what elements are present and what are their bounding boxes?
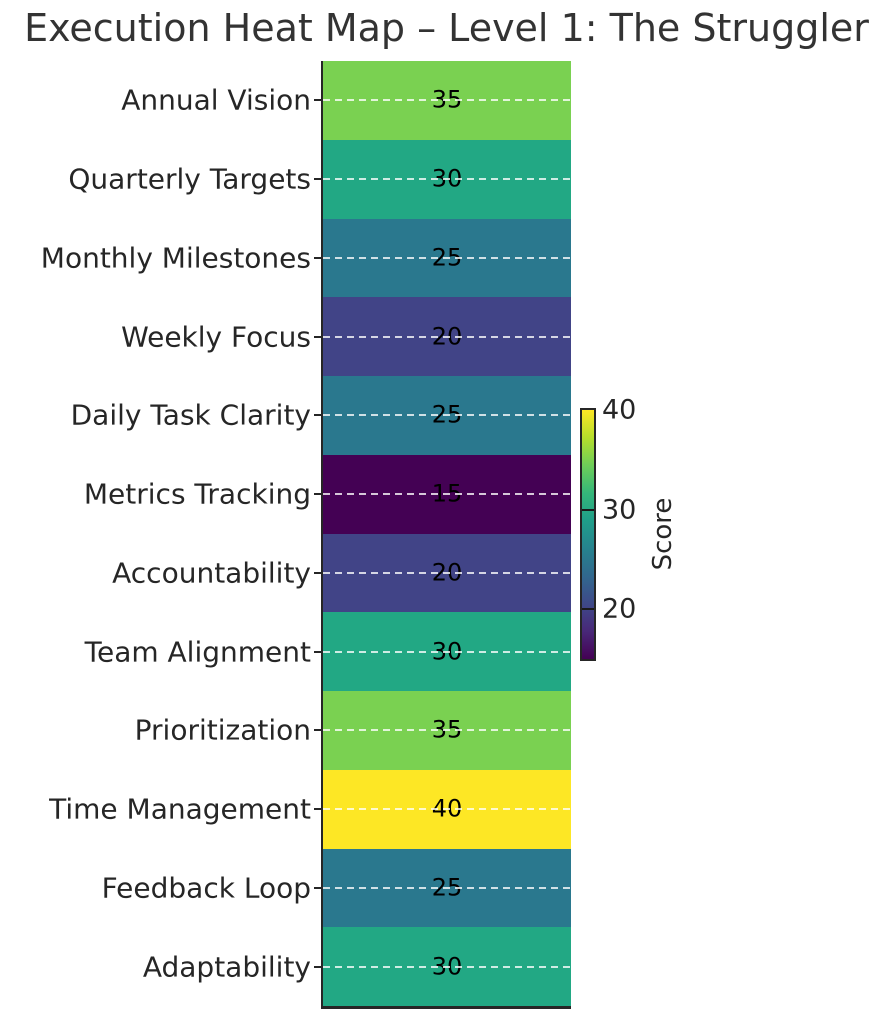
y-tick-mark [314,965,321,968]
heatmap-cell: 20 [323,533,571,613]
y-tick-mark [314,178,321,181]
heatmap-cell: 25 [323,218,571,298]
y-tick-mark [314,414,321,417]
colorbar-gradient [582,410,594,659]
heatmap-cell: 25 [323,848,571,928]
cell-value: 20 [431,322,463,351]
y-tick-label: Monthly Milestones [40,241,311,275]
heatmap-plot: 35 30 25 20 25 15 20 30 35 40 25 30 [321,61,571,1009]
y-tick-mark [314,886,321,889]
colorbar-tick-label: 20 [602,593,637,625]
y-tick-mark [314,493,321,496]
cell-value: 35 [431,715,463,744]
colorbar-tick-label: 30 [602,494,637,526]
y-tick-label: Daily Task Clarity [70,398,311,432]
heatmap-cell: 30 [323,139,571,219]
cell-value: 25 [431,400,463,429]
cell-value: 30 [431,164,463,193]
heatmap-cell: 30 [323,612,571,691]
y-tick-label: Time Management [49,792,311,826]
y-tick-mark [314,571,321,574]
y-axis-labels: Annual Vision Quarterly Targets Monthly Mi… [0,61,311,1006]
y-tick-label: Adaptability [142,950,311,984]
colorbar-tick-mark [582,608,594,611]
cell-value: 35 [431,85,463,114]
heatmap-cell: 30 [323,927,571,1006]
heatmap-cell: 15 [323,454,571,534]
cell-value: 30 [431,952,463,981]
colorbar [580,408,596,661]
heatmap-cell: 35 [323,691,571,770]
y-tick-mark [314,335,321,338]
colorbar-tick-label: 40 [602,394,637,426]
y-tick-mark [314,99,321,102]
cell-value: 15 [431,479,463,508]
cell-value: 30 [431,637,463,666]
colorbar-tick-labels: 40 30 20 [602,395,662,659]
cell-value: 20 [431,558,463,587]
y-tick-label: Annual Vision [121,83,311,117]
y-tick-mark [314,808,321,811]
cell-value: 40 [431,794,463,823]
colorbar-tick-mark [582,508,594,511]
cell-value: 25 [431,873,463,902]
y-tick-label: Team Alignment [84,635,311,669]
colorbar-axis-label: Score [648,497,678,571]
y-tick-label: Accountability [112,556,311,590]
y-tick-label: Metrics Tracking [83,477,311,511]
y-tick-label: Weekly Focus [121,320,311,354]
y-tick-label: Feedback Loop [101,871,311,905]
chart-title: Execution Heat Map – Level 1: The Strugg… [24,6,869,50]
y-tick-mark [314,650,321,653]
heatmap-cell: 25 [323,376,571,455]
cell-value: 25 [431,243,463,272]
heatmap-cells: 35 30 25 20 25 15 20 30 35 40 25 30 [323,61,571,1006]
y-tick-label: Quarterly Targets [68,162,311,196]
y-tick-mark [314,256,321,259]
heatmap-cell: 40 [323,769,571,849]
y-tick-label: Prioritization [134,713,311,747]
heatmap-cell: 35 [323,61,571,140]
heatmap-cell: 20 [323,297,571,376]
y-tick-mark [314,729,321,732]
y-axis-ticks [0,61,321,1006]
